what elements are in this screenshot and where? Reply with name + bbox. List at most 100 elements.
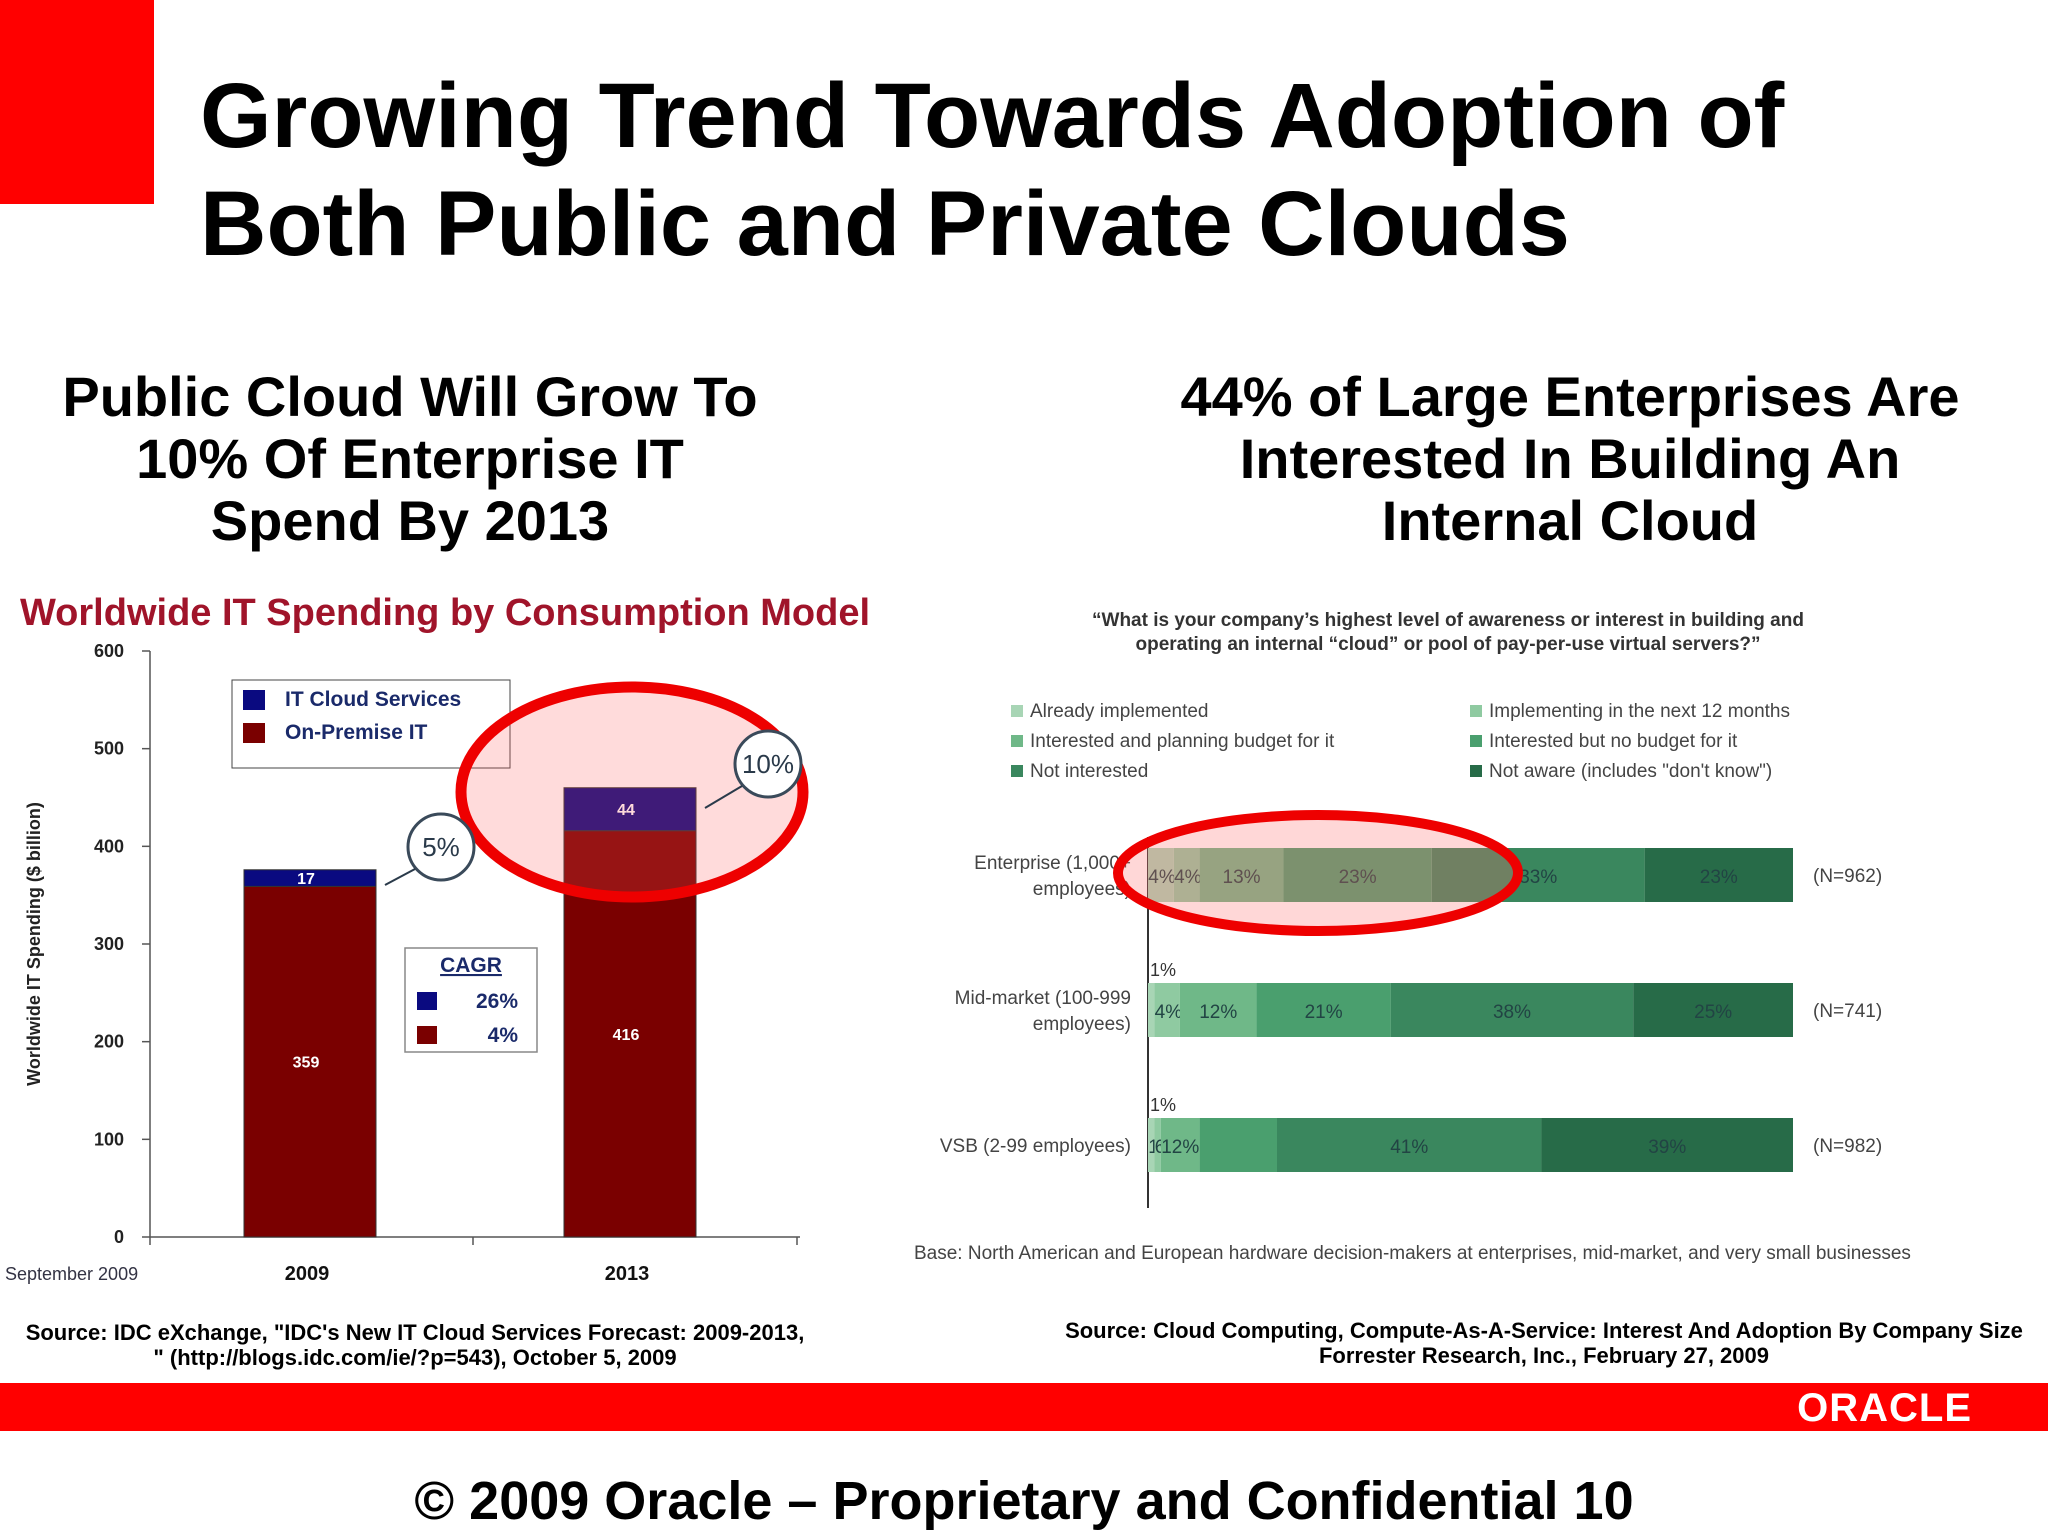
red-corner-block bbox=[0, 0, 154, 204]
x-tick-label: 2013 bbox=[605, 1263, 650, 1285]
right-source-line1: Source: Cloud Computing, Compute-As-A-Se… bbox=[1065, 1318, 2023, 1343]
y-tick-label: 0 bbox=[114, 1227, 124, 1247]
legend-label: Not interested bbox=[1030, 761, 1148, 782]
cagr-value: 26% bbox=[476, 990, 518, 1013]
bar-value-label: 17 bbox=[297, 871, 315, 888]
bar-value-label: 4% bbox=[1174, 867, 1202, 888]
left-source: Source: IDC eXchange, "IDC's New IT Clou… bbox=[0, 1320, 830, 1370]
bar-segment bbox=[243, 885, 377, 1238]
growth-callout-circle bbox=[733, 729, 803, 799]
growth-callout-circle bbox=[406, 812, 476, 882]
bar-segment bbox=[1173, 848, 1200, 902]
legend-swatch bbox=[1470, 765, 1482, 777]
bar-segment bbox=[1199, 1118, 1277, 1172]
bar-segment bbox=[1148, 848, 1174, 902]
legend-label: IT Cloud Services bbox=[285, 688, 461, 711]
bar-segment bbox=[243, 869, 377, 887]
legend-label: On-Premise IT bbox=[285, 721, 428, 744]
slide-title-line1: Growing Trend Towards Adoption of bbox=[200, 65, 1785, 167]
slide-title-line2: Both Public and Private Clouds bbox=[200, 173, 1570, 275]
y-tick-label: 600 bbox=[94, 641, 124, 661]
y-tick-label: 400 bbox=[94, 836, 124, 856]
bar-value-label: 21% bbox=[1305, 1002, 1343, 1023]
y-axis-label: Worldwide IT Spending ($ billion) bbox=[24, 802, 44, 1086]
bar-value-label: 41% bbox=[1390, 1137, 1428, 1158]
right-chart-legend: Already implemented Implementing in the n… bbox=[1011, 701, 1790, 782]
left-chart-axes: 0 100 200 300 400 500 600 Worldwide IT Spending… bbox=[24, 641, 800, 1285]
small-value-label: 1% bbox=[1150, 1095, 1176, 1115]
left-heading-line3: Spend By 2013 bbox=[210, 489, 610, 552]
highlight-ellipse bbox=[1113, 810, 1523, 936]
right-heading-line3: Internal Cloud bbox=[1381, 489, 1759, 552]
callout-arrow bbox=[704, 785, 743, 809]
y-tick-label: 500 bbox=[94, 739, 124, 759]
callout-arrow bbox=[384, 868, 416, 886]
question-line1: “What is your company’s highest level of… bbox=[1092, 610, 1804, 631]
base-note: Base: North American and European hardwa… bbox=[914, 1243, 1911, 1264]
legend-label: Not aware (includes "don't know") bbox=[1489, 761, 1772, 782]
small-value-label: 1% bbox=[1150, 960, 1176, 980]
copyright-footer: © 2009 Oracle – Proprietary and Confiden… bbox=[414, 1471, 1634, 1531]
category-label: Enterprise (1,000+ bbox=[974, 853, 1131, 874]
bar-value-label: 4% bbox=[1155, 1002, 1183, 1023]
legend-swatch bbox=[1470, 735, 1482, 747]
bar-segment bbox=[1277, 1118, 1542, 1172]
category-label: Mid-market (100-999 bbox=[955, 988, 1131, 1009]
legend-swatch bbox=[1011, 705, 1023, 717]
legend-label: Interested but no budget for it bbox=[1489, 731, 1738, 752]
right-heading-line2: Interested In Building An bbox=[1239, 427, 1901, 490]
bar-value-label: 23% bbox=[1700, 867, 1738, 888]
bar-value-label: 23% bbox=[1339, 867, 1377, 888]
right-chart-bars: 4% 4% 13% 23% 33% 23% Enterprise (1,000+ employ… bbox=[940, 837, 1882, 1208]
cagr-swatch bbox=[417, 1026, 437, 1044]
left-chart-title: Worldwide IT Spending by Consumption Mod… bbox=[20, 592, 871, 634]
left-source-line1: Source: IDC eXchange, "IDC's New IT Clou… bbox=[25, 1320, 805, 1345]
bar-segment bbox=[1256, 983, 1391, 1037]
question-line2: operating an internal “cloud” or pool of… bbox=[1135, 634, 1760, 655]
right-survey-chart: “What is your company’s highest level of… bbox=[914, 610, 1911, 1264]
legend-swatch bbox=[1011, 735, 1023, 747]
bar-segment bbox=[1283, 848, 1432, 902]
bar-segment bbox=[1154, 983, 1180, 1037]
bar-segment bbox=[563, 787, 697, 832]
bar-segment bbox=[1390, 983, 1634, 1037]
right-heading: 44% of Large Enterprises Are Interested … bbox=[1130, 366, 2010, 552]
left-heading: Public Cloud Will Grow To 10% Of Enterpr… bbox=[20, 366, 800, 552]
right-source: Source: Cloud Computing, Compute-As-A-Se… bbox=[1040, 1318, 2048, 1368]
legend-label: Already implemented bbox=[1030, 701, 1208, 722]
bar-value-label: 33% bbox=[1519, 867, 1557, 888]
bar-segment bbox=[1160, 1118, 1200, 1172]
cagr-swatch bbox=[417, 992, 437, 1010]
sample-size-label: (N=982) bbox=[1813, 1136, 1882, 1157]
bar-segment bbox=[1179, 983, 1257, 1037]
bar-segment bbox=[1199, 848, 1284, 902]
bar-value-label: 416 bbox=[613, 1027, 640, 1044]
right-source-line2: Forrester Research, Inc., February 27, 2… bbox=[1318, 1343, 1769, 1368]
y-tick-label: 200 bbox=[94, 1032, 124, 1052]
bar-value-label: 39% bbox=[1648, 1137, 1686, 1158]
bar-segment bbox=[1633, 983, 1793, 1037]
footer-red-band bbox=[0, 1383, 2048, 1431]
bar-segment bbox=[1644, 848, 1793, 902]
slide-title: Growing Trend Towards Adoption of Both P… bbox=[200, 62, 1980, 278]
right-heading-line1: 44% of Large Enterprises Are bbox=[1180, 365, 1960, 428]
legend-label: Interested and planning budget for it bbox=[1030, 731, 1335, 752]
legend-swatch bbox=[1470, 705, 1482, 717]
left-source-line2: " (http://blogs.idc.com/ie/?p=543), Octo… bbox=[153, 1345, 677, 1370]
right-chart-question: “What is your company’s highest level of… bbox=[1092, 610, 1804, 655]
left-heading-line1: Public Cloud Will Grow To bbox=[62, 365, 758, 428]
growth-callout-label: 10% bbox=[742, 749, 794, 779]
bar-value-label: 13% bbox=[1223, 867, 1261, 888]
category-label: employees) bbox=[1033, 1014, 1131, 1035]
oracle-logo: ORACLE bbox=[1797, 1386, 1972, 1430]
bar-segment bbox=[1154, 1118, 1161, 1172]
bar-segment bbox=[1148, 983, 1155, 1037]
bar-value-label: 38% bbox=[1493, 1002, 1531, 1023]
bar-value-label: 12% bbox=[1199, 1002, 1237, 1023]
x-tick-label: 2009 bbox=[285, 1263, 330, 1285]
bar-value-label: 25% bbox=[1694, 1002, 1732, 1023]
right-chart-annotations: Base: North American and European hardwa… bbox=[914, 810, 1911, 1264]
cagr-title: CAGR bbox=[440, 954, 502, 977]
bar-segment bbox=[1541, 1118, 1793, 1172]
cagr-value: 4% bbox=[488, 1024, 519, 1047]
